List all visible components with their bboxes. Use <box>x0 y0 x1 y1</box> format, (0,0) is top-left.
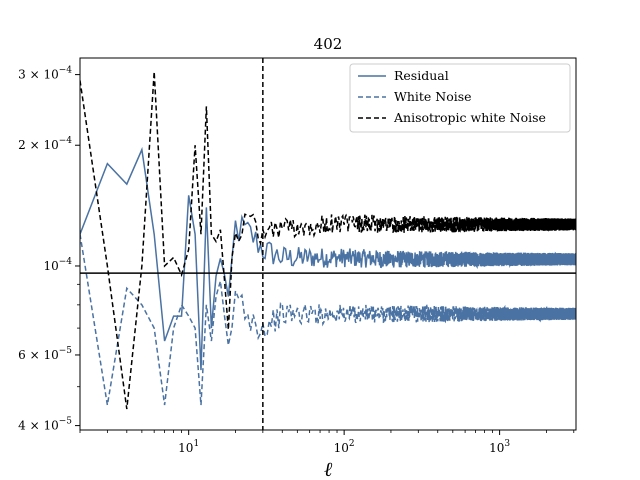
y-tick-label: 3 × 10−4 <box>18 66 72 82</box>
chart-title: 402 <box>314 35 343 53</box>
plot-area <box>80 71 576 410</box>
legend-label: Residual <box>394 68 449 83</box>
y-tick-label: 10−4 <box>43 257 72 273</box>
reference-lines <box>80 58 576 430</box>
x-axis-label: ℓ <box>324 457 333 480</box>
legend-label: White Noise <box>394 89 472 104</box>
legend: Residual White Noise Anisotropic white Noi… <box>349 63 571 133</box>
y-tick-label: 2 × 10−4 <box>18 136 72 152</box>
legend-box <box>349 63 571 133</box>
series-line-white-noise <box>80 234 576 406</box>
axes-frame <box>79 57 577 431</box>
series-line-anisotropic-white-noise <box>80 71 576 410</box>
legend-label: Anisotropic white Noise <box>393 110 546 125</box>
x-tick-label: 103 <box>489 439 510 455</box>
x-tick-label: 101 <box>178 439 199 455</box>
x-tick-label: 102 <box>334 439 355 455</box>
y-tick-label: 6 × 10−5 <box>18 346 72 362</box>
series-line-residual <box>80 146 576 371</box>
y-tick-label: 4 × 10−5 <box>18 417 72 433</box>
